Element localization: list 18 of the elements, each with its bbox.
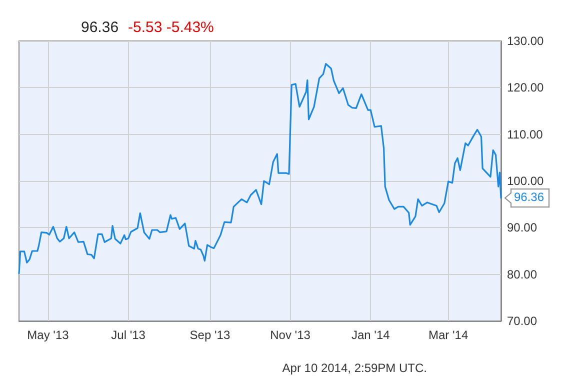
y-tick-label: 120.00 [507,80,544,95]
y-tick-label: 100.00 [507,174,544,188]
x-tick-label: Sep '13 [190,328,230,342]
x-tick-label: Mar '14 [428,328,468,342]
x-tick-label: Nov '13 [270,328,311,342]
y-tick-label: 70.00 [507,314,538,328]
annotation: 96.36 [514,190,544,204]
x-tick-label: May '13 [27,328,70,342]
y-tick-label: 80.00 [507,267,538,282]
y-tick-label: 110.00 [507,127,544,142]
y-tick-label: 130.00 [507,34,544,48]
line-series [18,63,502,274]
chart-subtitle: -5.53 -5.43% [128,19,214,36]
text: Apr 10 2014, 2:59PM UTC. [282,361,428,375]
y-tick-label: 90.00 [507,220,538,235]
x-tick-label: Jan '14 [351,328,390,342]
chart-title: 96.36 [81,19,119,36]
x-tick-label: Jul '13 [111,328,146,342]
